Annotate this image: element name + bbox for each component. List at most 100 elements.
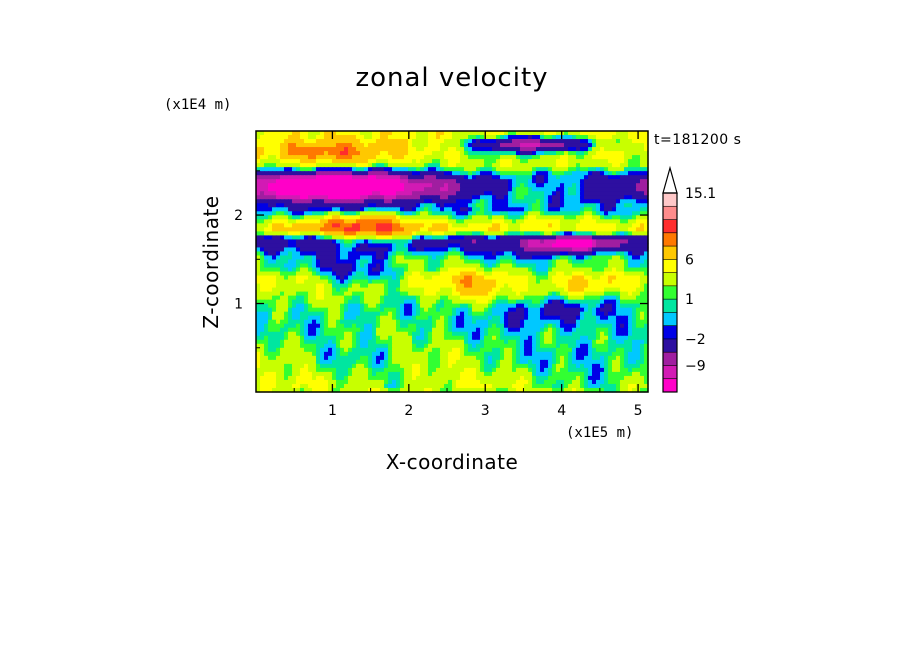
heatmap-cell: [600, 131, 605, 136]
heatmap-cell: [408, 227, 413, 232]
heatmap-cell: [360, 191, 365, 196]
heatmap-cell: [476, 259, 481, 265]
heatmap-cell: [372, 191, 377, 196]
heatmap-cell: [396, 159, 401, 164]
heatmap-cell: [392, 287, 397, 293]
heatmap-cell: [528, 267, 533, 273]
heatmap-cell: [484, 315, 489, 321]
heatmap-cell: [624, 243, 629, 249]
heatmap-cell: [308, 179, 313, 184]
heatmap-cell: [588, 263, 593, 269]
heatmap-cell: [268, 175, 273, 180]
heatmap-cell: [560, 211, 565, 216]
heatmap-cell: [272, 147, 277, 152]
heatmap-cell: [324, 319, 329, 325]
heatmap-cell: [288, 299, 293, 305]
heatmap-cell: [356, 135, 361, 140]
heatmap-cell: [492, 259, 497, 265]
heatmap-cell: [356, 143, 361, 148]
heatmap-cell: [408, 323, 413, 329]
heatmap-cell: [428, 279, 433, 285]
heatmap-cell: [352, 299, 357, 305]
heatmap-cell: [404, 139, 409, 144]
heatmap-cell: [308, 223, 313, 228]
heatmap-cell: [356, 139, 361, 144]
heatmap-cell: [484, 171, 489, 176]
heatmap-cell: [484, 135, 489, 140]
heatmap-cell: [292, 271, 297, 277]
heatmap-cell: [328, 139, 333, 144]
heatmap-cell: [616, 215, 621, 220]
heatmap-cell: [260, 279, 265, 285]
heatmap-cell: [428, 243, 433, 249]
heatmap-cell: [452, 303, 457, 309]
heatmap-cell: [404, 163, 409, 168]
heatmap-cell: [476, 327, 481, 333]
heatmap-cell: [420, 179, 425, 184]
time-label: t=181200 s: [654, 132, 741, 148]
heatmap-cell: [596, 263, 601, 269]
heatmap-cell: [580, 239, 585, 245]
heatmap-cell: [552, 207, 557, 212]
heatmap-cell: [468, 131, 473, 136]
heatmap-cell: [636, 143, 641, 148]
heatmap-cell: [368, 311, 373, 317]
heatmap-cell: [312, 175, 317, 180]
heatmap-cell: [544, 323, 549, 329]
heatmap-cell: [364, 167, 369, 172]
heatmap-cell: [320, 299, 325, 305]
heatmap-cell: [256, 191, 261, 196]
heatmap-cell: [304, 319, 309, 325]
heatmap-cell: [348, 287, 353, 293]
heatmap-cell: [332, 159, 337, 164]
heatmap-cell: [548, 187, 553, 192]
heatmap-cell: [608, 231, 613, 236]
heatmap-cell: [356, 215, 361, 220]
heatmap-cell: [316, 275, 321, 281]
heatmap-cell: [324, 279, 329, 285]
heatmap-cell: [516, 207, 521, 212]
heatmap-cell: [564, 187, 569, 192]
heatmap-cell: [372, 179, 377, 184]
heatmap-cell: [372, 215, 377, 220]
heatmap-cell: [288, 263, 293, 269]
heatmap-cell: [396, 291, 401, 297]
heatmap-cell: [588, 251, 593, 257]
heatmap-cell: [396, 295, 401, 301]
heatmap-cell: [256, 151, 261, 156]
heatmap-cell: [340, 275, 345, 281]
heatmap-cell: [388, 135, 393, 140]
heatmap-cell: [616, 275, 621, 281]
heatmap-cell: [496, 311, 501, 317]
heatmap-cell: [516, 219, 521, 224]
heatmap-cell: [340, 187, 345, 192]
heatmap-cell: [300, 215, 305, 220]
heatmap-cell: [512, 239, 517, 245]
heatmap-cell: [588, 303, 593, 309]
heatmap-cell: [592, 151, 597, 156]
heatmap-cell: [560, 291, 565, 297]
heatmap-cell: [532, 139, 537, 144]
heatmap-cell: [400, 179, 405, 184]
heatmap-cell: [640, 275, 645, 281]
heatmap-cell: [488, 315, 493, 321]
heatmap-cell: [332, 255, 337, 261]
heatmap-cell: [584, 175, 589, 180]
heatmap-cell: [456, 299, 461, 305]
heatmap-cell: [380, 231, 385, 236]
heatmap-cell: [280, 255, 285, 261]
heatmap-cell: [620, 155, 625, 160]
heatmap-cell: [536, 303, 541, 309]
heatmap-cell: [320, 239, 325, 245]
heatmap-cell: [568, 287, 573, 293]
heatmap-cell: [400, 199, 405, 204]
heatmap-cell: [616, 147, 621, 152]
heatmap-cell: [544, 211, 549, 216]
heatmap-cell: [304, 303, 309, 309]
heatmap-cell: [456, 139, 461, 144]
heatmap-cell: [264, 179, 269, 184]
heatmap-cell: [384, 283, 389, 289]
heatmap-cell: [408, 151, 413, 156]
heatmap-cell: [588, 151, 593, 156]
heatmap-cell: [384, 307, 389, 313]
